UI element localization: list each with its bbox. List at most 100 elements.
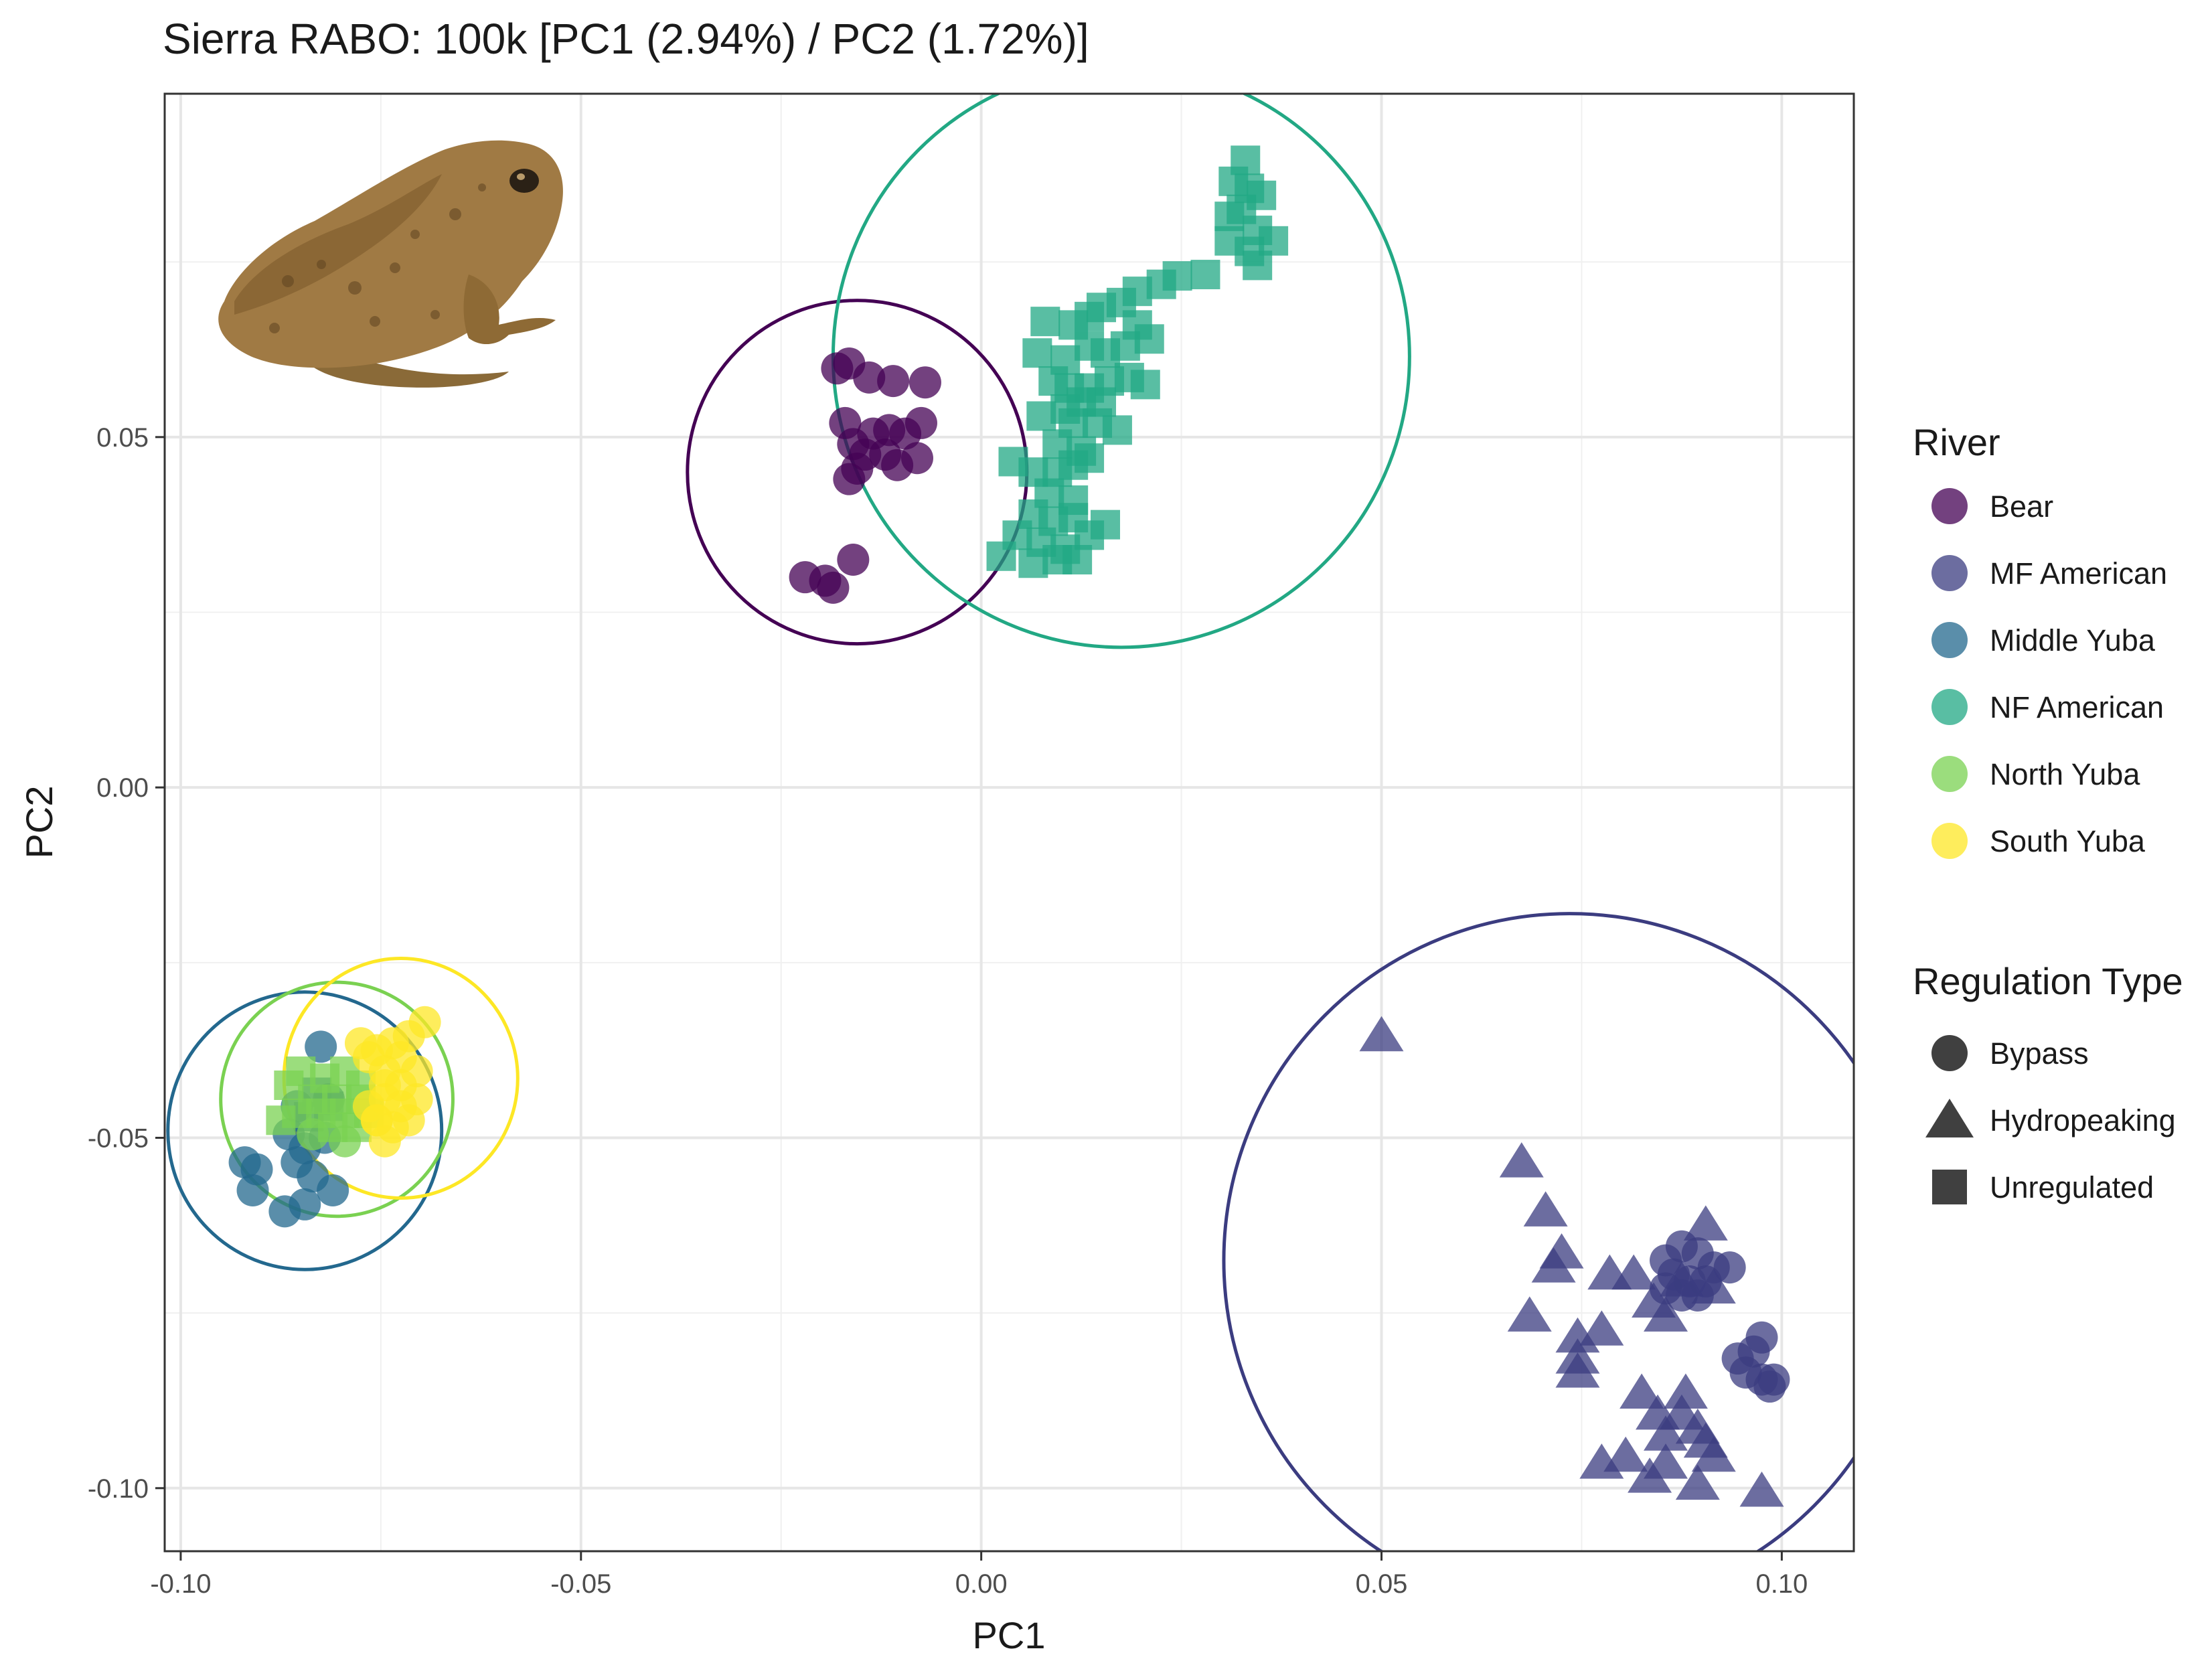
ellipse-mf-american <box>1222 912 1854 1551</box>
point-mf-american-circle <box>1681 1279 1714 1312</box>
x-tick-label: 0.05 <box>1356 1569 1408 1599</box>
point-mf-american-triangle <box>1628 1457 1672 1493</box>
point-nf-american-square <box>1030 307 1060 337</box>
point-mf-american-triangle <box>1620 1373 1664 1409</box>
point-south-yuba-circle <box>360 1104 393 1137</box>
point-middle-yuba-circle <box>236 1174 269 1206</box>
legend-key-unregulated <box>1932 1170 1967 1204</box>
y-tick-label: 0.05 <box>96 423 149 453</box>
point-mf-american-triangle <box>1507 1296 1552 1332</box>
legend-key-bear <box>1931 488 1968 524</box>
point-middle-yuba-circle <box>289 1188 321 1220</box>
data-points <box>228 145 1790 1507</box>
legend-key-nf-american <box>1931 689 1968 725</box>
legend-key-hydropeaking <box>1925 1099 1974 1137</box>
plot-panel-border <box>163 92 1855 1553</box>
x-tick-label: 0.10 <box>1755 1569 1808 1599</box>
point-nf-american-square <box>1075 443 1105 473</box>
frog-eye <box>509 169 539 193</box>
point-mf-american-circle <box>1713 1251 1746 1284</box>
point-mf-american-triangle <box>1555 1317 1600 1353</box>
legend-key-middle-yuba <box>1931 622 1968 658</box>
point-mf-american-triangle <box>1691 1436 1736 1472</box>
point-bear-circle <box>908 366 941 399</box>
point-bear-circle <box>881 449 914 481</box>
point-north-yuba-square <box>266 1105 296 1135</box>
point-bear-circle <box>833 463 866 495</box>
x-tick-label: 0.00 <box>955 1569 1008 1599</box>
point-mf-american-triangle <box>1531 1247 1576 1283</box>
point-mf-american-triangle <box>1675 1464 1720 1500</box>
legend-label-hydropeaking: Hydropeaking <box>1990 1103 2176 1137</box>
point-mf-american-triangle <box>1683 1205 1728 1241</box>
legend-key-south-yuba <box>1931 823 1968 859</box>
point-bear-circle <box>853 361 886 394</box>
point-mf-american-triangle <box>1523 1191 1568 1227</box>
point-mf-american-triangle <box>1499 1142 1544 1178</box>
legend-label-nf-american: NF American <box>1990 690 2164 724</box>
frog-skin-texture <box>269 183 486 333</box>
point-mf-american-triangle <box>1663 1373 1708 1409</box>
legend-label-north-yuba: North Yuba <box>1990 757 2140 791</box>
point-nf-american-square <box>1102 415 1132 445</box>
x-axis-title: PC1 <box>973 1614 1046 1656</box>
point-mf-american-triangle <box>1739 1472 1784 1507</box>
frog-photo-image <box>218 140 563 388</box>
point-south-yuba-circle <box>392 1104 425 1137</box>
x-tick-label: -0.05 <box>550 1569 611 1599</box>
point-mf-american-triangle <box>1579 1443 1624 1479</box>
point-nf-american-square <box>986 541 1016 571</box>
legend-river-title: River <box>1913 421 2000 463</box>
ellipse-middle-yuba <box>166 990 444 1271</box>
legend-label-unregulated: Unregulated <box>1990 1170 2154 1204</box>
point-nf-american-square <box>1026 401 1056 431</box>
major-gridlines <box>165 94 1854 1551</box>
point-bear-circle <box>817 571 850 604</box>
point-mf-american-triangle <box>1555 1352 1600 1388</box>
legend-river: River Bear MF American Middle Yuba NF Ameri… <box>1913 421 2167 859</box>
legend-regulation-title: Regulation Type <box>1913 960 2183 1002</box>
point-north-yuba-circle <box>297 1118 329 1151</box>
point-nf-american-square <box>1130 370 1160 400</box>
legend-label-middle-yuba: Middle Yuba <box>1990 623 2156 657</box>
point-mf-american-triangle <box>1603 1436 1648 1472</box>
point-bear-circle <box>877 365 910 398</box>
point-nf-american-square <box>1214 226 1245 256</box>
point-mf-american-triangle <box>1644 1296 1688 1332</box>
point-mf-american-circle <box>1757 1363 1790 1396</box>
point-mf-american-triangle <box>1644 1415 1688 1451</box>
y-axis-ticks: -0.10 -0.05 0.00 0.05 <box>88 423 165 1504</box>
x-axis-ticks: -0.10 -0.05 0.00 0.05 0.10 <box>150 1551 1808 1599</box>
point-nf-american-square <box>1022 338 1052 368</box>
point-bear-circle <box>904 406 937 439</box>
point-middle-yuba-circle <box>228 1146 261 1179</box>
point-middle-yuba-circle <box>297 1160 329 1193</box>
point-nf-american-square <box>1243 250 1273 281</box>
point-mf-american-circle <box>1650 1272 1682 1305</box>
y-tick-label: 0.00 <box>96 773 149 803</box>
legend-regulation-type: Regulation Type Bypass Hydropeaking Unregu… <box>1913 960 2183 1204</box>
chart-title: Sierra RABO: 100k [PC1 (2.94%) / PC2 (1.… <box>163 15 1089 63</box>
point-nf-american-square <box>1190 260 1220 290</box>
point-mf-american-triangle <box>1611 1254 1656 1290</box>
ellipse-north-yuba <box>219 980 455 1218</box>
y-tick-label: -0.05 <box>88 1123 149 1153</box>
legend-key-north-yuba <box>1931 756 1968 792</box>
point-south-yuba-circle <box>344 1027 377 1060</box>
point-bear-circle <box>849 439 882 471</box>
legend-label-south-yuba: South Yuba <box>1990 824 2146 858</box>
point-middle-yuba-circle <box>305 1030 337 1063</box>
x-tick-label: -0.10 <box>150 1569 211 1599</box>
point-bear-circle <box>789 561 821 594</box>
legend-key-bypass <box>1931 1035 1968 1071</box>
y-axis-title: PC2 <box>18 786 60 859</box>
frog-front-leg <box>463 274 556 345</box>
point-mf-american-triangle <box>1579 1310 1624 1346</box>
point-nf-american-square <box>1062 545 1093 575</box>
legend-label-mf-american: MF American <box>1990 556 2167 590</box>
frog-eye-highlight <box>517 173 525 180</box>
point-bear-circle <box>837 544 870 576</box>
y-tick-label: -0.10 <box>88 1474 149 1504</box>
legend-key-mf-american <box>1931 555 1968 591</box>
